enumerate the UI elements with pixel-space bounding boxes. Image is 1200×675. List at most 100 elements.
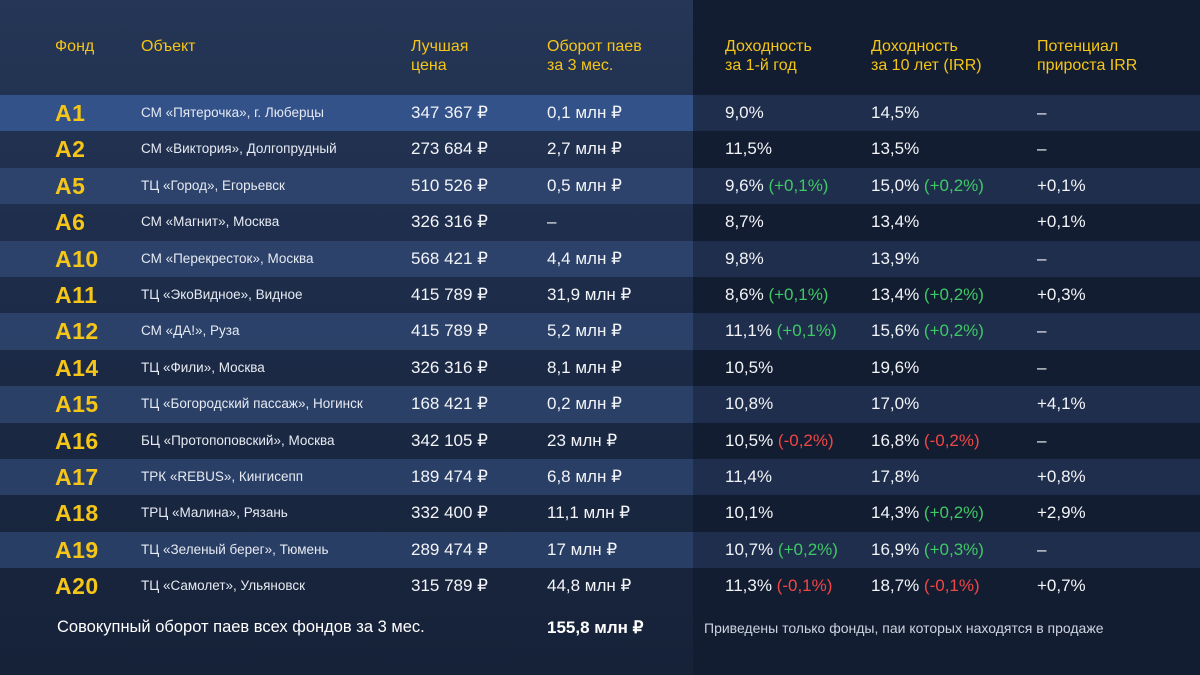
yield-1y-value: 11,4% xyxy=(725,466,772,486)
turnover-3m: 11,1 млн ₽ xyxy=(547,503,631,523)
yield-10y-delta: (+0,3%) xyxy=(919,539,984,559)
yield-1y: 11,3% (-0,1%) xyxy=(725,568,832,604)
yield-1y-value: 10,5% xyxy=(725,357,774,377)
table-header: Фонд Объект Лучшая цена Оборот паев за 3… xyxy=(0,0,1200,95)
fund-code: A17 xyxy=(55,463,99,490)
yield-10y-delta: (+0,2%) xyxy=(919,321,984,341)
turnover-3m: 44,8 млн ₽ xyxy=(547,576,632,596)
irr-potential: +4,1% xyxy=(1037,394,1086,414)
yield-10y-value: 13,4% xyxy=(871,284,920,304)
yield-1y: 8,6% (+0,1%) xyxy=(725,277,828,313)
yield-1y-value: 10,1% xyxy=(725,503,774,523)
irr-potential: – xyxy=(1037,321,1047,341)
turnover-3m: – xyxy=(547,212,557,232)
best-price: 332 400 ₽ xyxy=(411,503,488,523)
fund-code: A18 xyxy=(55,500,99,527)
yield-10y: 13,4% xyxy=(871,204,919,240)
yield-10y: 19,6% xyxy=(871,350,919,386)
best-price: 568 421 ₽ xyxy=(411,248,488,268)
yield-10y-value: 17,8% xyxy=(871,466,920,486)
yield-10y-value: 14,5% xyxy=(871,103,920,122)
yield-10y-delta: (+0,2%) xyxy=(919,284,984,304)
best-price: 189 474 ₽ xyxy=(411,466,488,486)
yield-10y-value: 16,9% xyxy=(871,539,920,559)
best-price: 510 526 ₽ xyxy=(411,175,488,195)
yield-1y: 8,7% xyxy=(725,204,764,240)
best-price: 415 789 ₽ xyxy=(411,321,488,341)
yield-1y: 10,5% (-0,2%) xyxy=(725,423,834,459)
yield-10y: 14,5% xyxy=(871,95,919,131)
best-price: 347 367 ₽ xyxy=(411,103,488,122)
yield-10y-value: 17,0% xyxy=(871,394,920,414)
irr-potential: – xyxy=(1037,357,1047,377)
yield-1y-value: 11,1% xyxy=(725,321,772,341)
fund-code: A1 xyxy=(55,100,86,126)
fund-object: СМ «Перекресток», Москва xyxy=(141,250,314,266)
table-row: A11 ТЦ «ЭкоВидное», Видное 415 789 ₽ 31,… xyxy=(0,277,1200,313)
header-fund: Фонд xyxy=(55,38,95,55)
table-row: A18 ТРЦ «Малина», Рязань 332 400 ₽ 11,1 … xyxy=(0,495,1200,531)
fund-code: A19 xyxy=(55,536,99,563)
yield-10y-value: 13,9% xyxy=(871,248,920,268)
header-object: Объект xyxy=(141,38,196,55)
yield-1y-value: 8,6% xyxy=(725,284,764,304)
fund-object: ТРК «REBUS», Кингисепп xyxy=(141,468,304,484)
irr-potential: – xyxy=(1037,139,1047,159)
yield-10y: 13,4% (+0,2%) xyxy=(871,277,984,313)
yield-1y-value: 10,7% xyxy=(725,539,774,559)
yield-1y: 9,0% xyxy=(725,95,764,131)
fund-object: СМ «ДА!», Руза xyxy=(141,323,240,339)
best-price: 326 316 ₽ xyxy=(411,212,488,232)
fund-code: A12 xyxy=(55,318,99,345)
table-row: A16 БЦ «Протопоповский», Москва 342 105 … xyxy=(0,423,1200,459)
best-price: 315 789 ₽ xyxy=(411,576,488,596)
yield-10y-delta: (+0,2%) xyxy=(919,503,984,523)
yield-10y: 16,8% (-0,2%) xyxy=(871,423,980,459)
yield-1y-value: 8,7% xyxy=(725,212,764,232)
yield-10y-value: 14,3% xyxy=(871,503,920,523)
fund-object: ТЦ «ЭкоВидное», Видное xyxy=(141,286,303,302)
best-price: 168 421 ₽ xyxy=(411,394,488,414)
yield-10y-value: 13,5% xyxy=(871,139,920,159)
yield-1y-value: 10,8% xyxy=(725,394,774,414)
fund-code: A11 xyxy=(55,281,98,308)
turnover-3m: 0,1 млн ₽ xyxy=(547,103,622,122)
yield-1y-delta: (+0,1%) xyxy=(763,175,829,195)
header-potential: Потенциал прироста IRR xyxy=(1037,38,1138,74)
fund-code: A2 xyxy=(55,136,86,163)
table-row: A5 ТЦ «Город», Егорьевск 510 526 ₽ 0,5 м… xyxy=(0,167,1200,205)
yield-10y: 15,0% (+0,2%) xyxy=(871,168,984,204)
fund-object: ТЦ «Самолет», Ульяновск xyxy=(141,578,306,594)
fund-object: ТЦ «Зеленый берег», Тюмень xyxy=(141,541,329,557)
turnover-3m: 0,2 млн ₽ xyxy=(547,394,622,414)
yield-10y: 14,3% (+0,2%) xyxy=(871,495,984,531)
table-row: A10 СМ «Перекресток», Москва 568 421 ₽ 4… xyxy=(0,240,1200,278)
irr-potential: +0,7% xyxy=(1037,576,1086,596)
fund-object: СМ «Виктория», Долгопрудный xyxy=(141,141,337,157)
yield-1y: 9,6% (+0,1%) xyxy=(725,168,828,204)
header-turnover: Оборот паев за 3 мес. xyxy=(547,38,642,74)
fund-object: БЦ «Протопоповский», Москва xyxy=(141,432,335,448)
yield-10y-delta: (-0,2%) xyxy=(919,430,980,450)
irr-potential: – xyxy=(1037,539,1047,559)
best-price: 289 474 ₽ xyxy=(411,539,488,559)
table-row: A15 ТЦ «Богородский пассаж», Ногинск 168… xyxy=(0,386,1200,423)
header-price: Лучшая цена xyxy=(411,38,469,74)
fund-code: A14 xyxy=(55,354,99,381)
fund-object: СМ «Магнит», Москва xyxy=(141,214,280,230)
turnover-3m: 5,2 млн ₽ xyxy=(547,321,622,341)
table-row: A17 ТРК «REBUS», Кингисепп 189 474 ₽ 6,8… xyxy=(0,458,1200,496)
irr-potential: – xyxy=(1037,248,1047,268)
yield-10y-delta: (+0,2%) xyxy=(919,175,984,195)
yield-1y: 10,1% xyxy=(725,495,773,531)
total-turnover-value: 155,8 млн ₽ xyxy=(547,618,644,637)
table-row: A12 СМ «ДА!», Руза 415 789 ₽ 5,2 млн ₽ 1… xyxy=(0,313,1200,351)
yield-1y-delta: (+0,1%) xyxy=(763,284,829,304)
fund-object: ТРЦ «Малина», Рязань xyxy=(141,505,288,521)
yield-1y: 9,8% xyxy=(725,241,764,277)
yield-10y-delta: (-0,1%) xyxy=(919,576,980,596)
irr-potential: – xyxy=(1037,430,1047,450)
header-yield-1y: Доходность за 1-й год xyxy=(725,38,812,74)
yield-1y-delta: (-0,1%) xyxy=(771,576,833,596)
yield-1y-value: 9,6% xyxy=(725,175,764,195)
